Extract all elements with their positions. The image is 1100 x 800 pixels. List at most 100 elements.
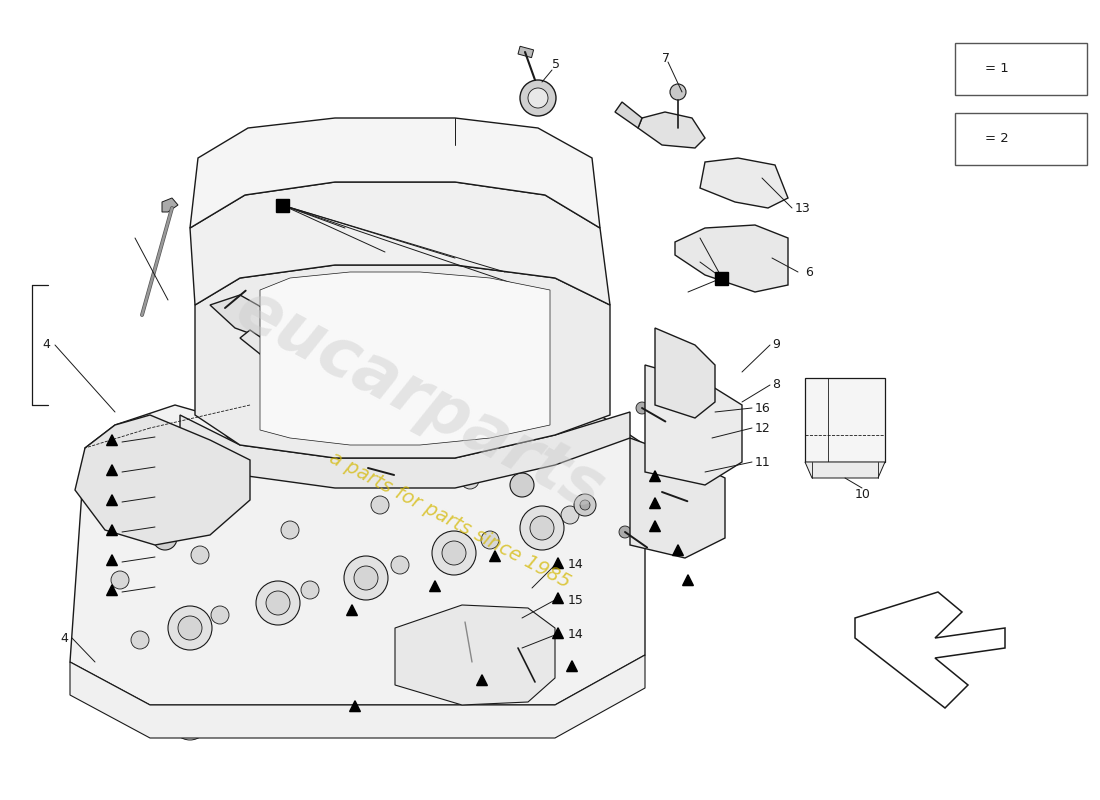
Circle shape	[257, 700, 293, 736]
Circle shape	[153, 526, 177, 550]
Circle shape	[191, 546, 209, 564]
Polygon shape	[490, 550, 500, 562]
Bar	[715, 271, 728, 285]
Polygon shape	[630, 438, 725, 558]
Polygon shape	[552, 558, 563, 569]
Circle shape	[144, 507, 166, 529]
Polygon shape	[566, 661, 578, 671]
Polygon shape	[683, 574, 693, 586]
Circle shape	[342, 696, 378, 732]
Circle shape	[266, 591, 290, 615]
Text: eucarparts: eucarparts	[224, 275, 615, 525]
Circle shape	[280, 521, 299, 539]
Circle shape	[541, 446, 559, 464]
Bar	[275, 198, 288, 211]
Circle shape	[362, 462, 374, 474]
Circle shape	[538, 278, 552, 292]
Circle shape	[670, 84, 686, 100]
Polygon shape	[675, 225, 788, 292]
Polygon shape	[240, 330, 350, 368]
Polygon shape	[650, 521, 660, 531]
Circle shape	[338, 393, 362, 417]
Polygon shape	[966, 60, 979, 74]
Circle shape	[131, 631, 149, 649]
Text: 4: 4	[42, 338, 50, 351]
Circle shape	[390, 556, 409, 574]
Polygon shape	[107, 465, 118, 475]
Text: 12: 12	[755, 422, 771, 434]
Circle shape	[211, 606, 229, 624]
Text: = 1: = 1	[984, 62, 1009, 75]
Circle shape	[344, 556, 388, 600]
Text: 9: 9	[772, 338, 780, 351]
Text: 8: 8	[772, 378, 780, 391]
Circle shape	[172, 704, 208, 740]
Polygon shape	[70, 655, 645, 738]
Text: 6: 6	[805, 266, 813, 278]
Text: a parts for parts since 1985: a parts for parts since 1985	[327, 448, 574, 592]
Circle shape	[219, 302, 231, 314]
Polygon shape	[107, 494, 118, 506]
Circle shape	[475, 415, 490, 429]
Circle shape	[461, 471, 478, 489]
Polygon shape	[650, 498, 660, 509]
Polygon shape	[180, 412, 630, 488]
Polygon shape	[615, 102, 642, 128]
Polygon shape	[476, 674, 487, 686]
Circle shape	[150, 513, 160, 523]
Text: 7: 7	[662, 51, 670, 65]
Text: 15: 15	[568, 594, 584, 606]
Text: 5: 5	[552, 58, 560, 71]
Polygon shape	[346, 605, 358, 615]
Circle shape	[223, 416, 248, 440]
Polygon shape	[162, 198, 178, 212]
Polygon shape	[190, 182, 610, 305]
Polygon shape	[650, 470, 660, 482]
Circle shape	[178, 616, 202, 640]
Polygon shape	[672, 545, 683, 555]
Circle shape	[442, 541, 466, 565]
Polygon shape	[638, 112, 705, 148]
Text: = 2: = 2	[984, 133, 1009, 146]
Polygon shape	[70, 405, 645, 705]
Circle shape	[512, 688, 548, 724]
Polygon shape	[805, 462, 886, 478]
Circle shape	[520, 80, 556, 116]
Bar	[955, 113, 1087, 165]
Polygon shape	[645, 365, 742, 485]
Text: 4: 4	[60, 631, 68, 645]
Circle shape	[328, 445, 342, 459]
Circle shape	[248, 435, 262, 449]
Circle shape	[512, 642, 524, 654]
Polygon shape	[190, 118, 600, 228]
Circle shape	[580, 500, 590, 510]
Circle shape	[636, 402, 648, 414]
Circle shape	[656, 486, 668, 498]
Text: 14: 14	[568, 629, 584, 642]
Bar	[955, 43, 1087, 95]
Polygon shape	[552, 593, 563, 603]
Circle shape	[574, 494, 596, 516]
Circle shape	[448, 445, 462, 459]
Circle shape	[538, 425, 552, 439]
Circle shape	[248, 278, 262, 292]
Text: 14: 14	[568, 558, 584, 571]
Circle shape	[432, 531, 476, 575]
Circle shape	[561, 506, 579, 524]
Text: 13: 13	[795, 202, 811, 214]
Polygon shape	[107, 434, 118, 446]
Polygon shape	[75, 415, 250, 545]
Polygon shape	[805, 378, 886, 462]
Circle shape	[510, 473, 534, 497]
Circle shape	[371, 496, 389, 514]
Polygon shape	[430, 581, 440, 591]
Circle shape	[530, 516, 554, 540]
Circle shape	[381, 425, 395, 439]
Circle shape	[481, 531, 499, 549]
Polygon shape	[855, 592, 1005, 708]
Polygon shape	[260, 272, 550, 445]
Polygon shape	[395, 605, 556, 705]
Bar	[518, 46, 534, 58]
Circle shape	[256, 581, 300, 625]
Polygon shape	[107, 525, 118, 535]
